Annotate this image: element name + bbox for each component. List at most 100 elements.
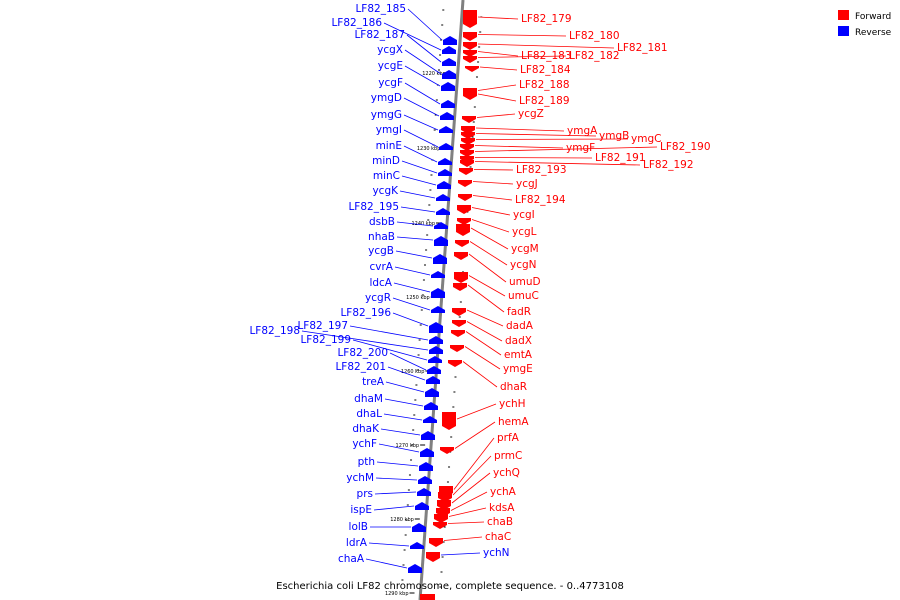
forward-gene-label-ymga[interactable]: ymgA bbox=[567, 125, 598, 137]
forward-gene-label-dhar[interactable]: dhaR bbox=[500, 381, 527, 393]
reverse-gene-label-trea[interactable]: treA bbox=[362, 376, 385, 388]
forward-gene-label-ymgc[interactable]: ymgC bbox=[631, 133, 661, 145]
forward-gene-label-ychq[interactable]: ychQ bbox=[493, 467, 520, 479]
reverse-gene-label-ycgk[interactable]: ycgK bbox=[372, 185, 399, 197]
reverse-leader-line bbox=[368, 542, 410, 547]
reverse-gene-label-dsbb[interactable]: dsbB bbox=[369, 216, 395, 228]
forward-gene-label-lf82-190[interactable]: LF82_190 bbox=[660, 141, 711, 153]
forward-gene-label-lf82-180[interactable]: LF82_180 bbox=[569, 30, 620, 42]
reverse-gene-label-cvra[interactable]: cvrA bbox=[370, 261, 394, 273]
reverse-gene-label-ymgd[interactable]: ymgD bbox=[371, 92, 402, 104]
reverse-gene-label-lf82-196[interactable]: LF82_196 bbox=[340, 307, 391, 319]
reverse-gene-label-prs[interactable]: prs bbox=[357, 488, 373, 500]
forward-gene-label-lf82-191[interactable]: LF82_191 bbox=[595, 152, 646, 164]
reverse-gene-label-ychf[interactable]: ychF bbox=[352, 438, 377, 450]
forward-gene-label-ycha[interactable]: ychA bbox=[490, 486, 517, 498]
forward-gene-label-ycgz[interactable]: ycgZ bbox=[518, 108, 544, 120]
reverse-leader-line bbox=[406, 34, 442, 63]
reverse-gene-label-lf82-186[interactable]: LF82_186 bbox=[331, 17, 382, 29]
forward-feature-chac bbox=[429, 538, 443, 547]
reverse-gene-label-ycge[interactable]: ycgE bbox=[378, 60, 403, 72]
reverse-gene-label-lf82-199[interactable]: LF82_199 bbox=[300, 334, 351, 346]
forward-gene-label-lf82-188[interactable]: LF82_188 bbox=[519, 79, 570, 91]
reverse-gene-label-dham[interactable]: dhaM bbox=[354, 393, 383, 405]
forward-gene-label-lf82-192[interactable]: LF82_192 bbox=[643, 159, 694, 171]
forward-gene-label-lf82-179[interactable]: LF82_179 bbox=[521, 13, 572, 25]
reverse-gene-label-ychm[interactable]: ychM bbox=[346, 472, 374, 484]
forward-gene-label-lf82-183[interactable]: LF82_183 bbox=[521, 50, 572, 62]
reverse-gene-label-lf82-198[interactable]: LF82_198 bbox=[249, 325, 300, 337]
forward-feature-ychn bbox=[426, 552, 440, 562]
forward-feature-dada bbox=[452, 308, 466, 316]
chromosome-axis bbox=[418, 0, 465, 600]
forward-gene-label-lf82-182[interactable]: LF82_182 bbox=[569, 50, 620, 62]
forward-gene-label-umuc[interactable]: umuC bbox=[508, 290, 539, 302]
reverse-gene-label-ycgx[interactable]: ycgX bbox=[377, 44, 403, 56]
forward-gene-label-chab[interactable]: chaB bbox=[487, 516, 513, 528]
reverse-feature-lf82-195 bbox=[436, 208, 450, 215]
forward-gene-label-ycgi[interactable]: ycgI bbox=[513, 209, 535, 221]
forward-gene-label-lf82-181[interactable]: LF82_181 bbox=[617, 42, 668, 54]
forward-gene-label-ycgl[interactable]: ycgL bbox=[512, 226, 537, 238]
reverse-leader-line bbox=[396, 221, 434, 227]
forward-gene-label-ycgn[interactable]: ycgN bbox=[510, 259, 537, 271]
reverse-leader-line bbox=[394, 266, 431, 276]
tick-label: 1230 kbp bbox=[417, 146, 441, 152]
forward-leader-line bbox=[472, 181, 514, 185]
reverse-gene-label-ldca[interactable]: ldcA bbox=[369, 277, 392, 289]
reverse-gene-label-dhal[interactable]: dhaL bbox=[356, 408, 382, 420]
reverse-gene-label-ycgr[interactable]: ycgR bbox=[365, 292, 391, 304]
reverse-feature-mind bbox=[438, 169, 452, 176]
forward-gene-label-umud[interactable]: umuD bbox=[509, 276, 541, 288]
reverse-gene-label-ymgi[interactable]: ymgI bbox=[376, 124, 402, 136]
forward-gene-label-ymgf[interactable]: ymgF bbox=[566, 142, 595, 154]
reverse-gene-label-ldra[interactable]: ldrA bbox=[346, 537, 368, 549]
forward-gene-label-ychn[interactable]: ychN bbox=[483, 547, 510, 559]
forward-gene-label-prmc[interactable]: prmC bbox=[494, 450, 522, 462]
reverse-gene-label-lf82-197[interactable]: LF82_197 bbox=[297, 320, 348, 332]
tick-label: 1290 kbp bbox=[385, 591, 409, 597]
forward-leader-line bbox=[477, 43, 615, 49]
reverse-leader-line bbox=[395, 250, 433, 259]
forward-gene-label-lf82-189[interactable]: LF82_189 bbox=[519, 95, 570, 107]
reverse-gene-label-ycgb[interactable]: ycgB bbox=[368, 245, 394, 257]
forward-gene-label-ycgm[interactable]: ycgM bbox=[511, 243, 539, 255]
reverse-leader-line bbox=[375, 477, 418, 481]
reverse-gene-label-lf82-185[interactable]: LF82_185 bbox=[355, 3, 406, 15]
forward-gene-label-chac[interactable]: chaC bbox=[485, 531, 511, 543]
reverse-gene-label-mind[interactable]: minD bbox=[372, 155, 400, 167]
reverse-gene-label-lf82-187[interactable]: LF82_187 bbox=[354, 29, 405, 41]
forward-gene-label-kdsa[interactable]: kdsA bbox=[489, 502, 515, 514]
forward-gene-label-lf82-193[interactable]: LF82_193 bbox=[516, 164, 567, 176]
forward-gene-label-prfa[interactable]: prfA bbox=[497, 432, 520, 444]
reverse-gene-label-ycgf[interactable]: ycgF bbox=[378, 77, 403, 89]
reverse-leader-line bbox=[404, 49, 442, 75]
reverse-gene-label-minc[interactable]: minC bbox=[373, 170, 400, 182]
forward-gene-label-hema[interactable]: hemA bbox=[498, 416, 529, 428]
reverse-leader-line bbox=[301, 330, 429, 351]
forward-gene-label-ymge[interactable]: ymgE bbox=[503, 363, 533, 375]
reverse-gene-label-dhak[interactable]: dhaK bbox=[352, 423, 380, 435]
reverse-feature-lolb bbox=[412, 523, 426, 532]
tick-label: 1260 kbp bbox=[401, 369, 425, 375]
reverse-gene-label-pth[interactable]: pth bbox=[358, 456, 375, 468]
reverse-gene-label-lf82-195[interactable]: LF82_195 bbox=[348, 201, 399, 213]
reverse-gene-label-lf82-201[interactable]: LF82_201 bbox=[335, 361, 386, 373]
forward-gene-label-emta[interactable]: emtA bbox=[504, 349, 533, 361]
forward-gene-label-fadr[interactable]: fadR bbox=[507, 306, 531, 318]
forward-gene-label-dada[interactable]: dadA bbox=[506, 320, 534, 332]
forward-gene-label-ychh[interactable]: ychH bbox=[499, 398, 526, 410]
reverse-gene-label-chaa[interactable]: chaA bbox=[338, 553, 365, 565]
forward-gene-label-lf82-184[interactable]: LF82_184 bbox=[520, 64, 571, 76]
forward-gene-label-ycgj[interactable]: ycgJ bbox=[516, 178, 538, 190]
reverse-gene-label-lolb[interactable]: lolB bbox=[349, 521, 368, 533]
reverse-gene-label-nhab[interactable]: nhaB bbox=[368, 231, 395, 243]
reverse-gene-label-mine[interactable]: minE bbox=[376, 140, 402, 152]
reverse-gene-label-ispe[interactable]: ispE bbox=[350, 504, 372, 516]
forward-leader-line bbox=[456, 403, 497, 420]
forward-gene-label-dadx[interactable]: dadX bbox=[505, 335, 532, 347]
reverse-gene-label-ymgg[interactable]: ymgG bbox=[371, 109, 402, 121]
forward-gene-label-ymgb[interactable]: ymgB bbox=[599, 130, 629, 142]
reverse-gene-label-lf82-200[interactable]: LF82_200 bbox=[337, 347, 388, 359]
forward-gene-label-lf82-194[interactable]: LF82_194 bbox=[515, 194, 566, 206]
